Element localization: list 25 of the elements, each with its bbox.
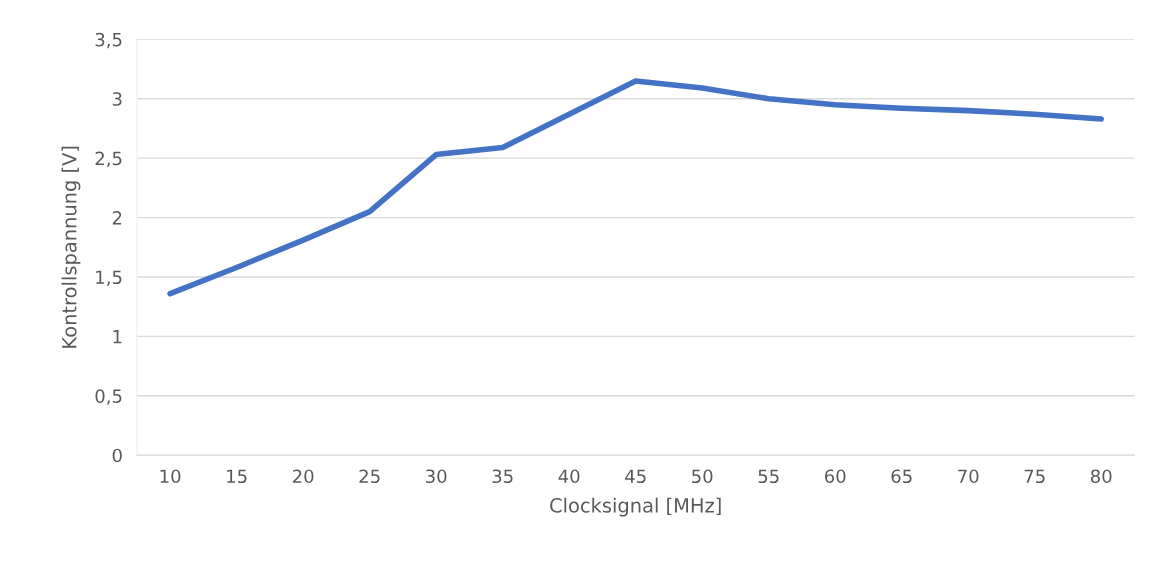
x-tick-label: 40 — [558, 469, 580, 484]
x-tick-label: 25 — [359, 469, 380, 484]
x-axis-title: Clocksignal [MHz] — [550, 497, 721, 517]
x-tick-label: 80 — [1090, 469, 1112, 484]
y-tick-label: 3 — [112, 92, 122, 106]
x-tick-label: 70 — [958, 469, 979, 484]
y-tick-label: 0 — [112, 448, 122, 463]
x-tick-label: 15 — [227, 469, 247, 484]
x-tick-label: 20 — [292, 469, 314, 484]
x-tick-label: 75 — [1024, 469, 1045, 484]
y-tick-label: 1 — [113, 330, 122, 344]
y-axis-title: Kontrollspannung [V] — [61, 146, 81, 348]
y-tick-label: 2 — [112, 211, 122, 225]
x-tick-label: 35 — [492, 469, 513, 484]
y-tick-label: 1,5 — [96, 270, 122, 286]
x-tick-label: 60 — [824, 469, 846, 484]
x-tick-label: 55 — [758, 469, 779, 484]
y-tick-label: 3,5 — [95, 32, 122, 49]
x-tick-label: 10 — [160, 469, 181, 484]
x-tick-label: 45 — [625, 469, 646, 484]
y-tick-label: 2,5 — [95, 151, 122, 168]
y-tick-label: 0,5 — [95, 389, 122, 405]
x-tick-label: 50 — [692, 469, 713, 484]
x-tick-label: 30 — [426, 469, 447, 484]
x-tick-label: 65 — [891, 469, 912, 484]
